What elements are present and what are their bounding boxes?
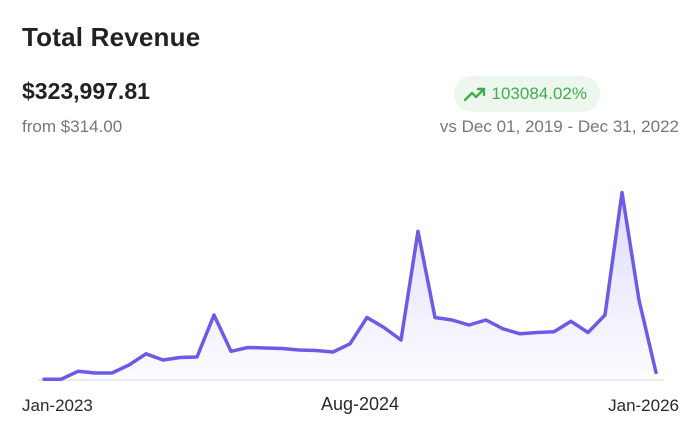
total-revenue-value: $323,997.81 [22,78,150,104]
card-title: Total Revenue [22,22,201,52]
change-percent: 103084.02% [491,84,587,103]
change-badge: 103084.02% [453,76,600,112]
area-fill [44,192,656,380]
comparison-period: vs Dec 01, 2019 - Dec 31, 2022 [439,117,679,136]
from-value: from $314.00 [22,117,123,136]
trending-up-icon [463,86,486,102]
x-tick-label: Jan-2023 [22,396,93,415]
x-tick-label: Aug-2024 [321,394,400,414]
x-tick-label: Jan-2026 [608,396,679,415]
series-line [42,190,658,382]
